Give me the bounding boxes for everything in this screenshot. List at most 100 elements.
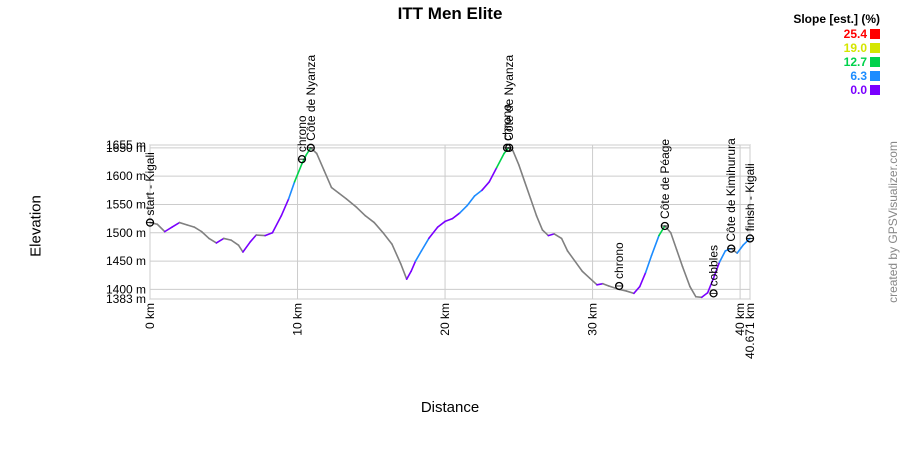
legend-title: Slope [est.] (%)	[793, 12, 880, 26]
profile-segment	[547, 233, 556, 237]
legend-swatch	[870, 43, 880, 53]
waypoint-label: Côte de Nyanza	[304, 54, 318, 140]
profile-segment	[293, 162, 303, 183]
profile-segment	[255, 234, 266, 237]
legend-value: 19.0	[843, 41, 867, 55]
legend-entry: 0.0	[740, 83, 880, 97]
profile-segment	[451, 212, 461, 220]
profile-segment	[718, 250, 727, 263]
waypoint-marker	[505, 143, 514, 152]
profile-segment	[264, 231, 274, 237]
profile-segment	[410, 260, 417, 273]
x-tick-label: 40 km	[733, 303, 747, 336]
profile-segment	[596, 282, 604, 286]
legend-entry: 25.4	[740, 27, 880, 41]
profile-segment	[364, 214, 376, 224]
profile-segment	[382, 231, 393, 245]
waypoint-marker	[297, 155, 307, 164]
credit-text: created by GPSVisualizer.com	[886, 141, 900, 303]
waypoint-marker	[145, 218, 155, 227]
profile-segment	[323, 169, 333, 189]
profile-segment	[249, 234, 258, 243]
profile-segment	[414, 250, 423, 262]
profile-segment	[574, 260, 584, 273]
profile-segment	[338, 192, 348, 200]
profile-segment	[602, 282, 610, 287]
profile-segment	[625, 290, 635, 295]
legend-entry: 19.0	[740, 41, 880, 55]
legend-entry: 6.3	[740, 69, 880, 83]
y-tick-label: 1383 m	[106, 292, 146, 306]
profile-segment	[541, 229, 550, 237]
profile-segment	[280, 197, 290, 217]
y-tick-label: 1600 m	[106, 169, 146, 183]
waypoint-label: start - Kigali	[143, 152, 157, 215]
waypoint-label: finish - Kigali	[743, 163, 757, 231]
profile-segment	[178, 221, 188, 226]
profile-segment	[330, 186, 340, 194]
waypoint-marker	[709, 289, 718, 298]
profile-segment	[237, 244, 244, 253]
waypoint-label: Côte de Péage	[658, 139, 672, 219]
profile-segment	[664, 225, 672, 234]
x-tick-label: 0 km	[143, 303, 157, 329]
profile-segment	[560, 237, 569, 252]
waypoint-label: chrono	[612, 242, 626, 279]
profile-segment	[712, 261, 721, 279]
profile-segment	[345, 197, 358, 209]
legend-swatch	[870, 85, 880, 95]
profile-segment	[669, 231, 678, 251]
waypoint-marker	[727, 244, 736, 253]
profile-segment	[420, 237, 430, 252]
profile-segment	[689, 285, 697, 298]
profile-segment	[230, 239, 240, 247]
waypoint-label: cobbles	[707, 245, 721, 286]
profile-segment	[405, 270, 412, 280]
profile-segment	[700, 291, 709, 299]
profile-segment	[473, 189, 483, 197]
profile-segment	[529, 197, 538, 217]
profile-segment	[242, 241, 252, 253]
profile-segment	[200, 230, 210, 240]
profile-segment	[436, 220, 446, 228]
profile-segment	[222, 237, 232, 241]
profile-segment	[444, 217, 454, 223]
waypoint-label: chrono	[295, 115, 309, 152]
profile-segment	[633, 285, 641, 295]
profile-segment	[399, 263, 408, 280]
legend-swatch	[870, 29, 880, 39]
profile-segment	[644, 254, 653, 274]
profile-layer	[149, 147, 751, 299]
profile-segment	[271, 214, 283, 234]
x-tick-label: 10 km	[291, 303, 305, 336]
slope-legend: Slope [est.] (%) 25.4 19.0 12.7 6.3 0.0	[740, 12, 880, 97]
x-tick-label: 40.671 km	[743, 303, 757, 359]
y-tick-label: 1500 m	[106, 226, 146, 240]
profile-segment	[186, 224, 196, 228]
x-tick-label: 30 km	[586, 303, 600, 336]
waypoint-marker	[660, 221, 670, 231]
profile-segment	[156, 223, 166, 233]
x-tick-label: 20 km	[438, 303, 452, 336]
profile-segment	[287, 181, 296, 200]
profile-segment	[171, 221, 181, 228]
profile-segment	[742, 237, 751, 247]
legend-entry: 12.7	[740, 55, 880, 69]
profile-segment	[638, 271, 647, 288]
waypoint-label: Côte de Kimihurura	[724, 138, 738, 242]
legend-value: 6.3	[850, 69, 867, 83]
waypoint-label: Côte de Nyanza	[502, 54, 516, 140]
profile-segment	[459, 204, 468, 214]
y-tick-label: 1450 m	[106, 254, 146, 268]
profile-segment	[681, 265, 691, 288]
profile-segment	[706, 277, 715, 294]
legend-value: 25.4	[843, 27, 867, 41]
legend-value: 12.7	[843, 55, 867, 69]
profile-segment	[208, 237, 218, 244]
y-tick-label: 1650 m	[106, 141, 146, 155]
legend-swatch	[870, 71, 880, 81]
legend-value: 0.0	[850, 83, 867, 97]
